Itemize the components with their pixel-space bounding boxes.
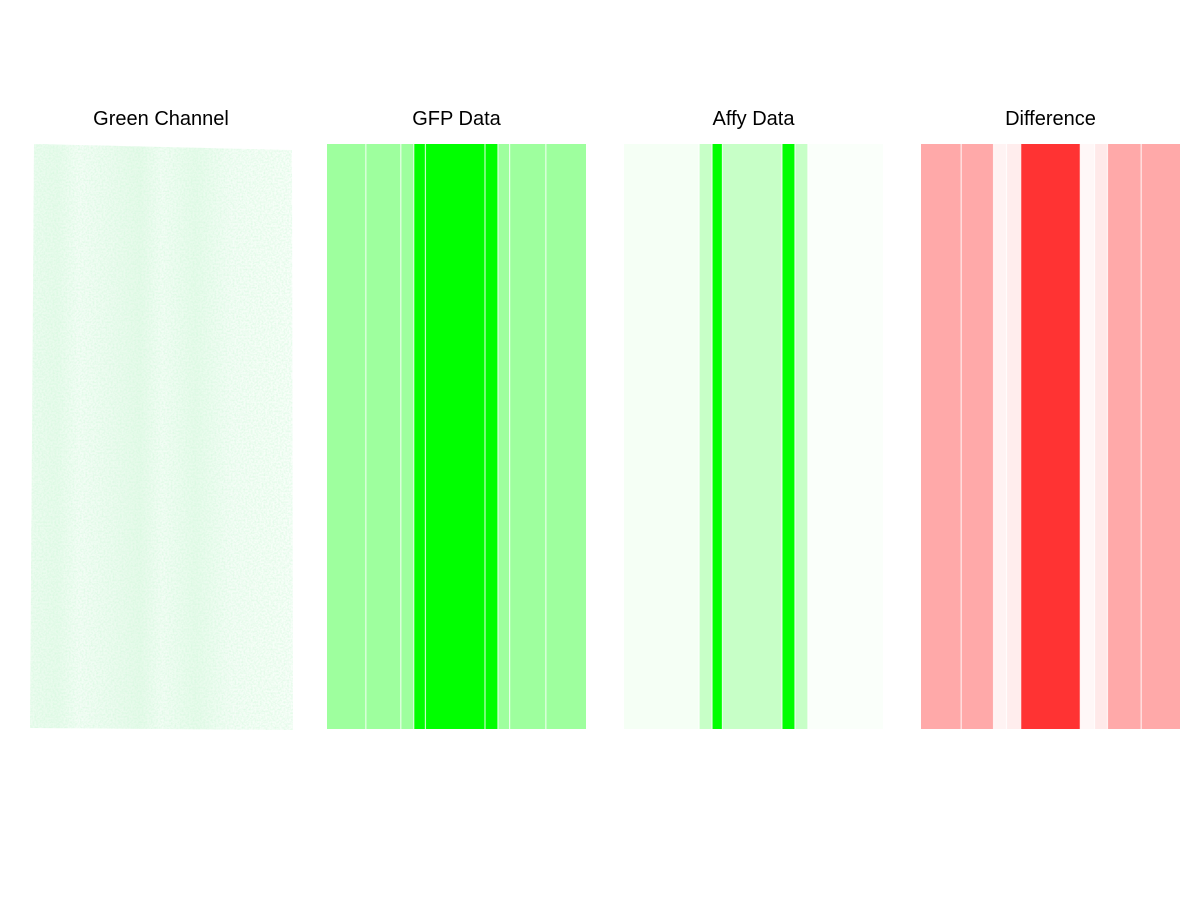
panel-title-difference: Difference — [1005, 108, 1096, 130]
heatmap-column-1 — [327, 144, 366, 729]
heatmap-column-4 — [413, 144, 426, 729]
green-channel-image — [30, 144, 293, 730]
heatmap-column-7 — [1094, 144, 1108, 729]
heatmap-column-6 — [1080, 144, 1095, 729]
heatmap-column-4 — [722, 144, 782, 729]
heatmap-column-7 — [807, 144, 883, 729]
difference-heatmap — [921, 144, 1180, 729]
panel-title-affy-data: Affy Data — [712, 108, 795, 130]
heatmap-column-4 — [1006, 144, 1021, 729]
gfp-data-heatmap — [327, 144, 586, 729]
heatmap-column-5 — [1020, 144, 1081, 729]
heatmap-column-3 — [712, 144, 723, 729]
heatmap-column-8 — [509, 144, 546, 729]
panel-title-gfp-data: GFP Data — [412, 108, 501, 130]
heatmap-column-9 — [1141, 144, 1180, 729]
heatmap-column-2 — [961, 144, 994, 729]
heatmap-column-2 — [365, 144, 401, 729]
heatmap-column-8 — [1107, 144, 1142, 729]
heatmap-column-6 — [794, 144, 808, 729]
heatmap-column-9 — [545, 144, 586, 729]
panel-title-green-channel: Green Channel — [93, 108, 229, 130]
heatmap-column-3 — [400, 144, 414, 729]
heatmap-column-5 — [781, 144, 795, 729]
affy-data-heatmap — [624, 144, 883, 729]
heatmap-column-2 — [699, 144, 713, 729]
heatmap-column-1 — [624, 144, 700, 729]
heatmap-column-7 — [497, 144, 510, 729]
heatmap-column-1 — [921, 144, 962, 729]
heatmap-column-3 — [993, 144, 1007, 729]
heatmap-column-6 — [484, 144, 498, 729]
heatmap-column-5 — [425, 144, 485, 729]
